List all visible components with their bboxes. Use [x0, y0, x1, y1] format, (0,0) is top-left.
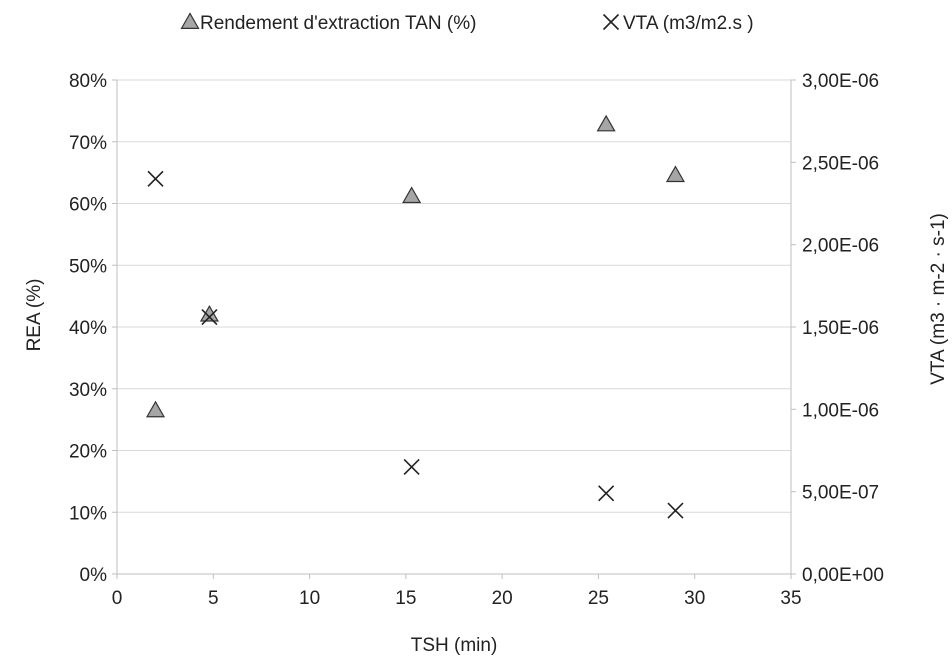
axes [112, 79, 796, 579]
y2-tick-label: 2,50E-06 [802, 153, 879, 174]
y-tick-label: 30% [69, 380, 107, 401]
triangle-point [402, 186, 422, 204]
x-point [598, 485, 615, 502]
legend-x-marker [602, 13, 620, 31]
y-tick-label: 0% [80, 565, 108, 586]
triangle-point [199, 304, 219, 322]
y-tick-label: 20% [69, 442, 107, 463]
y2-axis-title: VTA (m3 · m-2 · s-1) [928, 213, 949, 385]
gridlines [117, 79, 791, 513]
triangle-point [596, 114, 616, 132]
x-point [667, 502, 684, 519]
triangle-point [665, 165, 685, 183]
y-tick-label: 50% [69, 256, 107, 277]
x-mark-stroke [147, 170, 164, 187]
x-tick-label: 20 [492, 588, 513, 609]
x-tick-label: 0 [112, 588, 123, 609]
x-point [201, 309, 218, 326]
x-mark-stroke [201, 309, 218, 326]
legend-triangle-marker [180, 12, 200, 29]
x-axis-title: TSH (min) [411, 635, 498, 656]
y2-tick-label: 3,00E-06 [802, 71, 879, 92]
y2-tick-label: 1,50E-06 [802, 318, 879, 339]
x-mark-stroke [403, 458, 420, 476]
y2-tick-label: 5,00E-07 [802, 483, 879, 504]
y-tick-label: 60% [69, 195, 107, 216]
x-tick-label: 35 [780, 588, 801, 609]
x-tick-label: 10 [299, 588, 320, 609]
tick-labels: 0% 10% 20% 30% 40% 50% 60% 70% 80% 0,00E+00 5,00E-… [69, 71, 884, 609]
triangle-point [145, 400, 166, 418]
x-mark-stroke [598, 485, 615, 502]
y-tick-label: 10% [69, 503, 107, 524]
x-point [403, 458, 420, 476]
legend-label-rendement: Rendement d'extraction TAN (%) [200, 13, 476, 34]
y2-tick-label: 0,00E+00 [802, 565, 884, 586]
x-mark-stroke [667, 502, 684, 519]
y-tick-label: 70% [69, 133, 107, 154]
y-axis-title: REA (%) [24, 279, 45, 352]
x-point [147, 170, 164, 187]
x-tick-label: 5 [208, 588, 219, 609]
legend: Rendement d'extraction TAN (%) VTA (m3/m… [180, 12, 754, 34]
x-tick-label: 15 [395, 588, 416, 609]
legend-label-vta: VTA (m3/m2.s ) [623, 13, 754, 34]
legend-x [602, 13, 620, 31]
x-tick-label: 25 [588, 588, 609, 609]
data-points [145, 114, 685, 519]
legend-triangle [180, 12, 200, 29]
y-tick-label: 80% [69, 71, 107, 92]
x-mark-stroke [602, 13, 620, 31]
y-tick-label: 40% [69, 318, 107, 339]
y2-tick-label: 1,00E-06 [802, 400, 879, 421]
y2-tick-label: 2,00E-06 [802, 236, 879, 257]
x-tick-label: 30 [684, 588, 705, 609]
